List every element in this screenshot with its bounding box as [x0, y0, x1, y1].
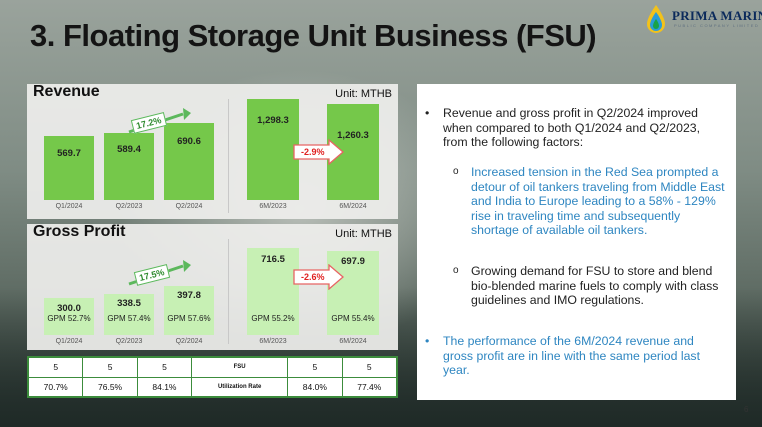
- gp-label-q2-2023: Q2/2023: [115, 338, 143, 345]
- logo-drop-icon: [647, 5, 665, 33]
- table-cell: 84.0%: [287, 376, 343, 397]
- gp-value-6m-2023: 716.5: [261, 254, 285, 265]
- revenue-value-6m-2023: 1,298.3: [257, 115, 289, 126]
- revenue-label-q2-2024: Q2/2024: [175, 203, 203, 210]
- gp-bar-6m-2023: [247, 248, 299, 335]
- revenue-value-q2-2024: 690.6: [177, 136, 201, 147]
- decline-arrow-icon: [293, 139, 344, 165]
- revenue-bar-q1-2024: [44, 136, 94, 200]
- table-cell: 76.5%: [82, 376, 138, 397]
- table-cell: 5: [287, 357, 343, 378]
- gp-bar-q1-2024: [44, 298, 94, 335]
- sub-bullet-2-text: Growing demand for FSU to store and blen…: [471, 264, 719, 308]
- gp-value-q2-2023: 338.5: [117, 298, 141, 309]
- gp-label-6m-2024: 6M/2024: [339, 338, 367, 345]
- table-cell: 5: [82, 357, 138, 378]
- gpm-q2-2023: GPM 57.4%: [107, 314, 151, 323]
- revenue-label-6m-2024: 6M/2024: [339, 203, 367, 210]
- bullet-1: • Revenue and gross profit in Q2/2024 im…: [425, 106, 725, 150]
- page-title: 3. Floating Storage Unit Business (FSU): [30, 18, 597, 53]
- gpm-q2-2024: GPM 57.6%: [167, 314, 211, 323]
- gross-profit-unit: Unit: MTHB: [335, 228, 392, 240]
- fsu-utilization-table: 5 5 5 FSU 5 5 70.7% 76.5% 84.1% Utilizat…: [27, 356, 398, 398]
- revenue-label-6m-2023: 6M/2023: [259, 203, 287, 210]
- table-cell: 5: [136, 357, 193, 378]
- revenue-bar-6m-2023: [247, 99, 299, 200]
- divider: [228, 239, 229, 344]
- table-cell: 77.4%: [341, 376, 398, 397]
- logo-name: PRIMA MARINE: [672, 8, 762, 23]
- gp-value-q1-2024: 300.0: [57, 303, 81, 314]
- sub-bullet-1: o Increased tension in the Red Sea promp…: [453, 165, 729, 238]
- bullet-dot-icon: •: [425, 106, 430, 120]
- logo-subtitle: PUBLIC COMPANY LIMITED: [674, 23, 760, 28]
- table-header-fsu: FSU: [191, 357, 289, 378]
- commentary-panel: • Revenue and gross profit in Q2/2024 im…: [417, 84, 736, 400]
- gp-bar-q2-2024: [164, 286, 214, 335]
- sub-bullet-circle-icon: o: [453, 265, 459, 276]
- table-row-utilization: 70.7% 76.5% 84.1% Utilization Rate 84.0%…: [27, 376, 398, 397]
- bullet-dot-icon: •: [425, 334, 430, 348]
- revenue-label-q1-2024: Q1/2024: [55, 203, 83, 210]
- gp-label-6m-2023: 6M/2023: [259, 338, 287, 345]
- revenue-value-q1-2024: 569.7: [57, 148, 81, 159]
- gp-bar-q2-2023: [104, 294, 154, 335]
- gp-value-6m-2024: 697.9: [341, 256, 365, 267]
- table-cell: 70.7%: [27, 376, 84, 397]
- table-row-fsu: 5 5 5 FSU 5 5: [27, 357, 398, 378]
- gp-value-q2-2024: 397.8: [177, 290, 201, 301]
- gp-bar-6m-2024: [327, 251, 379, 335]
- revenue-bar-q2-2023: [104, 133, 154, 200]
- page-number: 6: [744, 405, 749, 414]
- revenue-value-q2-2023: 589.4: [117, 144, 141, 155]
- revenue-value-6m-2024: 1,260.3: [337, 130, 369, 141]
- gp-label-q2-2024: Q2/2024: [175, 338, 203, 345]
- revenue-change-badge: -2.9%: [301, 147, 325, 157]
- gpm-6m-2023: GPM 55.2%: [251, 314, 295, 323]
- sub-bullet-1-text: Increased tension in the Red Sea prompte…: [471, 165, 725, 238]
- gp-label-q1-2024: Q1/2024: [55, 338, 83, 345]
- gpm-6m-2024: GPM 55.4%: [331, 314, 375, 323]
- bullet-2: • The performance of the 6M/2024 revenue…: [425, 334, 725, 378]
- sub-bullet-circle-icon: o: [453, 166, 459, 177]
- gross-profit-panel: Gross Profit Unit: MTHB 300.0 338.5 397.…: [27, 223, 398, 350]
- sub-bullet-2: o Growing demand for FSU to store and bl…: [453, 264, 729, 308]
- divider: [228, 99, 229, 213]
- revenue-title: Revenue: [33, 83, 100, 100]
- revenue-panel: Revenue Unit: MTHB 569.7 589.4 690.6 Q1/…: [27, 83, 398, 219]
- gp-change-badge: -2.6%: [301, 272, 325, 282]
- revenue-bar-q2-2024: [164, 123, 214, 200]
- revenue-label-q2-2023: Q2/2023: [115, 203, 143, 210]
- table-cell: 84.1%: [136, 376, 193, 397]
- gpm-q1-2024: GPM 52.7%: [47, 314, 91, 323]
- table-cell: 5: [27, 357, 84, 378]
- gross-profit-title: Gross Profit: [33, 223, 126, 240]
- table-header-utilization: Utilization Rate: [191, 376, 289, 397]
- bullet-2-text: The performance of the 6M/2024 revenue a…: [443, 334, 700, 378]
- bullet-1-text: Revenue and gross profit in Q2/2024 impr…: [443, 106, 701, 150]
- decline-arrow-icon: [293, 264, 344, 290]
- company-logo: PRIMA MARINE PUBLIC COMPANY LIMITED: [644, 2, 762, 36]
- table-cell: 5: [341, 357, 398, 378]
- revenue-unit: Unit: MTHB: [335, 88, 392, 100]
